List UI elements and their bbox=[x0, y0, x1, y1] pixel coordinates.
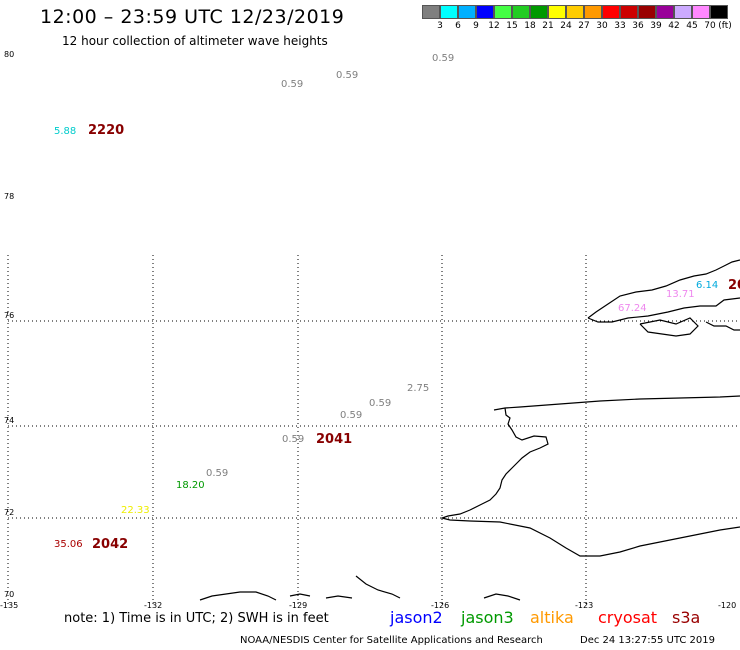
legend-label: 33 bbox=[614, 21, 626, 31]
satellite-name-s3a: s3a bbox=[672, 608, 701, 627]
longitude-label: -129 bbox=[289, 601, 307, 610]
legend-swatch bbox=[674, 5, 692, 19]
legend-swatch bbox=[710, 5, 728, 19]
satellite-name-cryosat: cryosat bbox=[598, 608, 658, 627]
wave-height-value: 5.88 bbox=[54, 126, 76, 137]
legend-label: 42 bbox=[668, 21, 680, 31]
coastline bbox=[199, 259, 740, 601]
legend-label: 45 bbox=[686, 21, 698, 31]
legend-swatches bbox=[422, 5, 728, 19]
legend-label: 6 bbox=[455, 21, 461, 31]
legend-swatch bbox=[548, 5, 566, 19]
legend-swatch bbox=[530, 5, 548, 19]
legend-swatch bbox=[458, 5, 476, 19]
legend-swatch bbox=[602, 5, 620, 19]
page-subtitle: 12 hour collection of altimeter wave hei… bbox=[62, 34, 328, 48]
latitude-labels: 80 78 76 74 72 70 bbox=[4, 50, 14, 599]
coastline-island-north bbox=[587, 259, 740, 337]
wave-height-value: 2041 bbox=[316, 432, 352, 447]
wave-height-value: 0.59 bbox=[206, 468, 228, 479]
wave-height-value: 20 bbox=[728, 278, 740, 293]
longitude-label: -126 bbox=[431, 601, 449, 610]
latitude-label: 74 bbox=[4, 416, 14, 425]
footer-timestamp: Dec 24 13:27:55 UTC 2019 bbox=[580, 635, 715, 646]
legend-label: 21 bbox=[542, 21, 554, 31]
longitude-label: -135 bbox=[0, 601, 18, 610]
legend-label: 39 bbox=[650, 21, 662, 31]
coastline-islands-south bbox=[199, 575, 521, 601]
latitude-label: 78 bbox=[4, 192, 14, 201]
wave-height-value: 6.14 bbox=[696, 280, 718, 291]
wave-height-value: 13.71 bbox=[666, 289, 695, 300]
wave-height-value: 0.59 bbox=[281, 79, 303, 90]
wave-height-value: 0.59 bbox=[432, 53, 454, 64]
longitude-labels: -135 -132 -129 -126 -123 -120 bbox=[0, 601, 736, 610]
legend-swatch bbox=[422, 5, 440, 19]
wave-height-value: 0.59 bbox=[340, 410, 362, 421]
legend-label: 15 bbox=[506, 21, 518, 31]
legend-label: 18 bbox=[524, 21, 536, 31]
wave-height-values: 0.59 0.59 0.59 5.88 2220 13.716.14 20 67.24 2.75… bbox=[54, 53, 740, 552]
longitude-label: -132 bbox=[144, 601, 162, 610]
satellite-name-jason2: jason2 bbox=[390, 608, 443, 627]
legend-label: 3 bbox=[437, 21, 443, 31]
wave-height-value: 2042 bbox=[92, 537, 128, 552]
color-legend: 3 6 9 12 15 18 21 24 27 30 33 36 39 42 45 70 (ft) bbox=[422, 5, 732, 33]
satellite-name-altika: altika bbox=[530, 608, 574, 627]
latitude-label: 76 bbox=[4, 311, 14, 320]
legend-swatch bbox=[638, 5, 656, 19]
legend-swatch bbox=[656, 5, 674, 19]
legend-swatch bbox=[584, 5, 602, 19]
legend-swatch bbox=[476, 5, 494, 19]
legend-swatch bbox=[512, 5, 530, 19]
wave-height-value: 0.59 bbox=[282, 434, 304, 445]
latitude-label: 72 bbox=[4, 508, 14, 517]
legend-label: 70 bbox=[704, 21, 716, 31]
page-title: 12:00 – 23:59 UTC 12/23/2019 bbox=[40, 6, 345, 28]
wave-height-value: 67.24 bbox=[618, 303, 647, 314]
legend-label: 9 bbox=[473, 21, 479, 31]
legend-label: 30 bbox=[596, 21, 608, 31]
footer-note: note: 1) Time is in UTC; 2) SWH is in fe… bbox=[64, 611, 329, 626]
legend-labels: 3 6 9 12 15 18 21 24 27 30 33 36 39 42 45 70 (ft) bbox=[422, 19, 732, 33]
legend-swatch bbox=[440, 5, 458, 19]
legend-label: (ft) bbox=[718, 21, 732, 31]
longitude-label: -123 bbox=[575, 601, 593, 610]
coastline-mainland bbox=[439, 395, 740, 557]
legend-label: 12 bbox=[488, 21, 500, 31]
latitude-label: 70 bbox=[4, 590, 14, 599]
legend-label: 27 bbox=[578, 21, 590, 31]
legend-label: 36 bbox=[632, 21, 644, 31]
wave-height-value: 0.59 bbox=[336, 70, 358, 81]
wave-height-value: 22.33 bbox=[121, 505, 150, 516]
wave-height-value: 2.75 bbox=[407, 383, 429, 394]
legend-swatch bbox=[620, 5, 638, 19]
wave-height-value: 0.59 bbox=[369, 398, 391, 409]
wave-height-value: 18.20 bbox=[176, 480, 205, 491]
wave-height-value: 2220 bbox=[88, 123, 124, 138]
legend-swatch bbox=[566, 5, 584, 19]
wave-height-value: 35.06 bbox=[54, 539, 83, 550]
legend-swatch bbox=[692, 5, 710, 19]
longitude-label: -120 bbox=[718, 601, 736, 610]
latitude-label: 80 bbox=[4, 50, 14, 59]
legend-swatch bbox=[494, 5, 512, 19]
footer-center-credit: NOAA/NESDIS Center for Satellite Applica… bbox=[240, 635, 543, 646]
satellite-name-jason3: jason3 bbox=[461, 608, 514, 627]
legend-label: 24 bbox=[560, 21, 572, 31]
